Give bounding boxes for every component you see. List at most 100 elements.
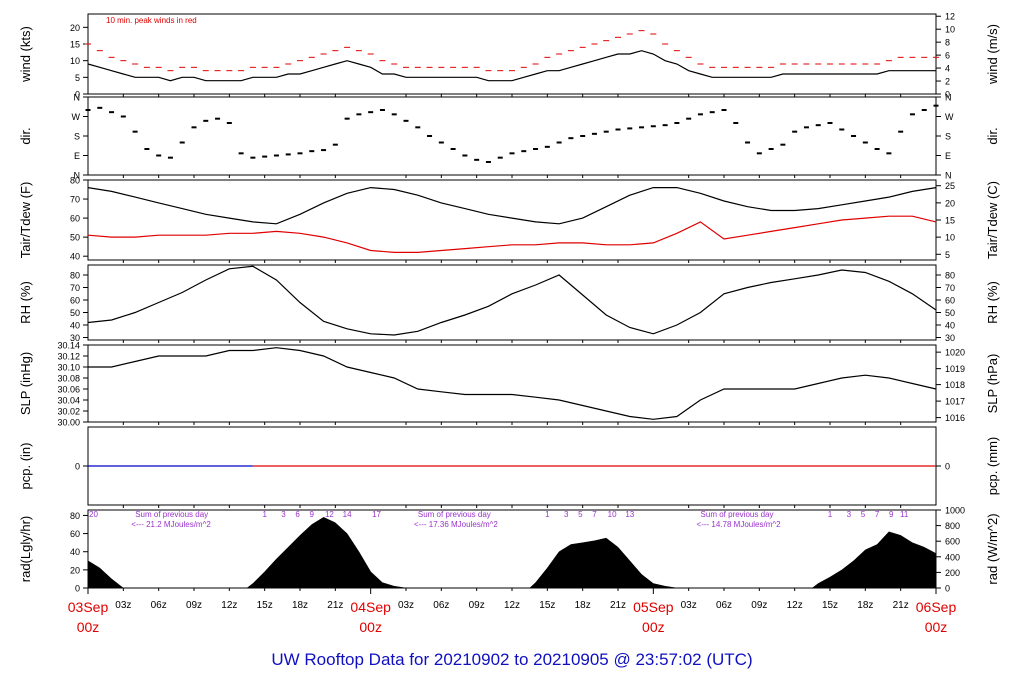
left-tick-label: 15 bbox=[70, 40, 80, 50]
left-tick-label: 40 bbox=[70, 321, 80, 331]
panel-frame bbox=[87, 509, 937, 589]
series-line-wind-speed bbox=[87, 50, 936, 82]
ylabel-left: pcp. (in) bbox=[18, 443, 33, 490]
day-date-label: 03Sep bbox=[68, 599, 109, 615]
right-tick-label: 25 bbox=[945, 181, 955, 191]
radiation-hour-mark: 14 bbox=[343, 510, 352, 519]
ylabel-right: wind (m/s) bbox=[985, 24, 1000, 85]
day-time-label: 00z bbox=[925, 619, 948, 635]
right-tick-label: 1000 bbox=[945, 506, 965, 516]
radiation-hour-mark: 1 bbox=[545, 510, 550, 519]
left-tick-label: 30.02 bbox=[57, 407, 80, 417]
right-tick-label: 12 bbox=[945, 12, 955, 22]
left-tick-label: 30.06 bbox=[57, 385, 80, 395]
right-tick-label: 1020 bbox=[945, 348, 965, 358]
day-time-label: 00z bbox=[77, 619, 100, 635]
panel-frame bbox=[87, 344, 937, 423]
left-tick-label: 50 bbox=[70, 233, 80, 243]
radiation-hour-mark: 12 bbox=[325, 510, 334, 519]
ylabel-left: rad(Lgly/hr) bbox=[18, 516, 33, 582]
right-tick-label: 40 bbox=[945, 321, 955, 331]
hour-tick-label: 18z bbox=[575, 600, 591, 611]
panel-wind: 0 5 10 15 20 0 2 4 6 8 10 12 wind (kts) wind (m/s) 10 … bbox=[18, 12, 1000, 100]
left-tick-label: 40 bbox=[70, 252, 80, 262]
day-time-label: 00z bbox=[359, 619, 382, 635]
left-tick-label: 80 bbox=[70, 271, 80, 281]
radiation-annotation: <--- 14.78 MJoules/m^2 bbox=[697, 520, 782, 529]
radiation-hour-mark: 20 bbox=[89, 510, 98, 519]
right-tick-label: 1019 bbox=[945, 364, 965, 374]
radiation-area bbox=[87, 517, 937, 589]
hour-tick-label: 18z bbox=[292, 600, 308, 611]
panel-annotation: 10 min. peak winds in red bbox=[106, 16, 197, 25]
day-date-label: 06Sep bbox=[916, 599, 957, 615]
radiation-hour-mark: 1 bbox=[828, 510, 833, 519]
radiation-hour-mark: 3 bbox=[847, 510, 852, 519]
left-tick-label: 30.08 bbox=[57, 374, 80, 384]
left-tick-label: 70 bbox=[70, 195, 80, 205]
radiation-annotation: Sum of previous day bbox=[701, 510, 774, 519]
right-tick-label: 2 bbox=[945, 77, 950, 87]
left-tick-label: 0 bbox=[75, 90, 80, 100]
day-date-label: 05Sep bbox=[633, 599, 674, 615]
right-tick-label: W bbox=[945, 112, 954, 122]
radiation-hour-mark: 11 bbox=[900, 510, 909, 519]
hour-tick-label: 03z bbox=[115, 600, 131, 611]
hour-tick-label: 09z bbox=[751, 600, 767, 611]
radiation-hour-mark: 3 bbox=[564, 510, 569, 519]
left-tick-label: 30.00 bbox=[57, 418, 80, 428]
right-tick-label: 80 bbox=[945, 271, 955, 281]
panel-rh: 30 40 50 60 70 80 30 40 50 60 70 80 RH (%) RH (%) bbox=[18, 264, 1000, 343]
right-tick-label: N bbox=[945, 171, 952, 181]
radiation-hour-mark: 10 bbox=[608, 510, 617, 519]
radiation-hour-mark: 5 bbox=[578, 510, 583, 519]
radiation-annotation: <--- 17.36 MJoules/m^2 bbox=[414, 520, 499, 529]
hour-tick-label: 06z bbox=[716, 600, 732, 611]
left-tick-label: 80 bbox=[70, 511, 80, 521]
right-tick-label: 400 bbox=[945, 552, 960, 562]
ylabel-left: dir. bbox=[18, 127, 33, 144]
radiation-hour-mark: 7 bbox=[875, 510, 880, 519]
right-tick-label: 600 bbox=[945, 537, 960, 547]
right-tick-label: 0 bbox=[945, 584, 950, 594]
left-tick-label: N bbox=[74, 93, 81, 103]
left-tick-label: 30 bbox=[70, 333, 80, 343]
right-tick-label: 8 bbox=[945, 38, 950, 48]
left-tick-label: 40 bbox=[70, 547, 80, 557]
right-tick-label: 60 bbox=[945, 296, 955, 306]
hour-tick-label: 21z bbox=[610, 600, 626, 611]
hour-tick-label: 09z bbox=[469, 600, 485, 611]
ylabel-right: RH (%) bbox=[985, 281, 1000, 324]
right-tick-label: 1018 bbox=[945, 380, 965, 390]
right-tick-label: 15 bbox=[945, 216, 955, 226]
right-tick-label: 800 bbox=[945, 521, 960, 531]
right-tick-label: N bbox=[945, 93, 952, 103]
left-tick-label: 60 bbox=[70, 214, 80, 224]
left-tick-label: 0 bbox=[75, 462, 80, 472]
radiation-hour-mark: 9 bbox=[310, 510, 315, 519]
right-tick-label: 5 bbox=[945, 250, 950, 260]
hour-tick-label: 06z bbox=[151, 600, 167, 611]
radiation-hour-mark: 9 bbox=[889, 510, 894, 519]
right-tick-label: 0 bbox=[945, 90, 950, 100]
series-line-tdew bbox=[87, 215, 937, 253]
left-tick-label: 80 bbox=[70, 176, 80, 186]
hour-tick-label: 06z bbox=[433, 600, 449, 611]
radiation-annotation: Sum of previous day bbox=[135, 510, 208, 519]
right-tick-label: 1016 bbox=[945, 413, 965, 423]
left-tick-label: 20 bbox=[70, 23, 80, 33]
series-line-rh bbox=[87, 265, 937, 336]
ylabel-right: dir. bbox=[985, 127, 1000, 144]
right-tick-label: 6 bbox=[945, 51, 950, 61]
ylabel-right: pcp. (mm) bbox=[985, 437, 1000, 496]
right-tick-label: 10 bbox=[945, 233, 955, 243]
radiation-hour-mark: 1 bbox=[262, 510, 267, 519]
left-tick-label: 0 bbox=[75, 584, 80, 594]
hour-tick-label: 18z bbox=[857, 600, 873, 611]
panel-pcp: 0 0 pcp. (in) pcp. (mm) bbox=[18, 426, 1000, 508]
radiation-hour-mark: 3 bbox=[281, 510, 286, 519]
right-tick-label: 0 bbox=[945, 462, 950, 472]
hour-tick-label: 12z bbox=[787, 600, 803, 611]
